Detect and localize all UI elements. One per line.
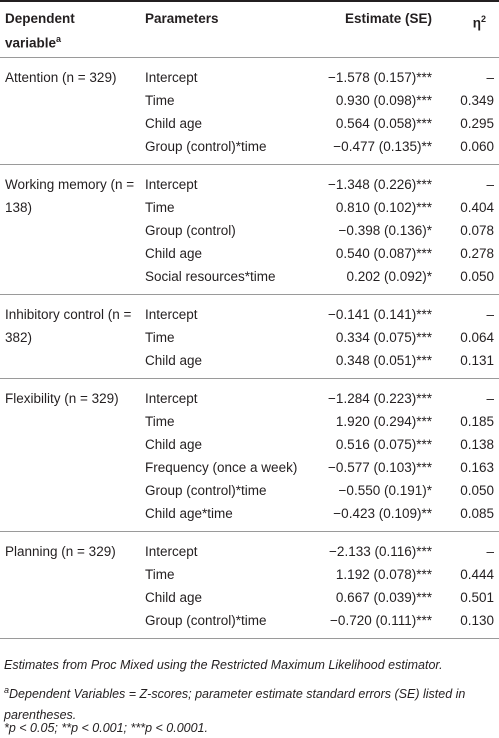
group-label: Flexibility (n = 329)	[5, 391, 119, 406]
parameter-cell: Group (control)	[145, 223, 236, 238]
parameter-cell: Time	[145, 200, 175, 215]
estimate-cell: 0.348 (0.051)***	[335, 353, 432, 368]
parameter-cell: Child age*time	[145, 506, 233, 521]
eta-cell: 0.349	[460, 93, 494, 108]
estimate-cell: −0.398 (0.136)*	[338, 223, 432, 238]
parameter-cell: Intercept	[145, 307, 198, 322]
eta-cell: 0.078	[460, 223, 494, 238]
eta-cell: 0.050	[460, 483, 494, 498]
estimate-cell: 0.334 (0.075)***	[335, 330, 432, 345]
note: Estimates from Proc Mixed using the Rest…	[4, 658, 443, 672]
estimate-cell: 0.202 (0.092)*	[346, 269, 432, 284]
estimate-cell: 0.516 (0.075)***	[335, 437, 432, 452]
eta-cell: 0.050	[460, 269, 494, 284]
parameter-cell: Frequency (once a week)	[145, 460, 298, 475]
eta-cell: 0.444	[460, 567, 494, 582]
header-text: Dependent variable	[5, 11, 75, 51]
eta-cell: 0.064	[460, 330, 494, 345]
note: aDependent Variables = Z-scores; paramet…	[4, 680, 494, 726]
group-rule	[0, 378, 499, 379]
estimate-cell: −0.477 (0.135)**	[333, 139, 432, 154]
estimate-cell: 0.667 (0.039)***	[335, 590, 432, 605]
eta-cell: 0.085	[460, 506, 494, 521]
group-label: Working memory (n = 138)	[5, 177, 135, 215]
group-label: Attention (n = 329)	[5, 70, 117, 85]
parameter-cell: Time	[145, 93, 175, 108]
header-text: η	[472, 15, 481, 31]
estimate-cell: −1.348 (0.226)***	[328, 177, 432, 192]
estimate-cell: 0.930 (0.098)***	[335, 93, 432, 108]
parameter-cell: Child age	[145, 353, 203, 368]
parameter-cell: Intercept	[145, 391, 198, 406]
estimate-cell: −0.141 (0.141)***	[328, 307, 432, 322]
parameter-cell: Child age	[145, 590, 203, 605]
header-sup: a	[56, 34, 62, 44]
parameter-cell: Child age	[145, 437, 203, 452]
header-estimate: Estimate (SE)	[344, 11, 432, 26]
note: *p < 0.05; **p < 0.001; ***p < 0.0001.	[4, 721, 208, 735]
note-marker: a	[4, 685, 10, 695]
eta-cell: 0.060	[460, 139, 494, 154]
eta-cell: –	[486, 544, 494, 559]
eta-cell: –	[486, 307, 494, 322]
eta-cell: –	[486, 177, 494, 192]
eta-cell: –	[486, 391, 494, 406]
eta-cell: 0.404	[460, 200, 494, 215]
parameter-cell: Time	[145, 330, 175, 345]
estimate-cell: −0.720 (0.111)***	[330, 613, 432, 628]
estimate-cell: 1.920 (0.294)***	[335, 414, 432, 429]
eta-cell: 0.138	[460, 437, 494, 452]
group-rule	[0, 638, 499, 639]
estimate-cell: −0.550 (0.191)*	[338, 483, 432, 498]
estimate-cell: 1.192 (0.078)***	[335, 567, 432, 582]
estimate-cell: 0.810 (0.102)***	[335, 200, 432, 215]
parameter-cell: Group (control)*time	[145, 613, 267, 628]
group-rule	[0, 164, 499, 165]
header-rule	[0, 57, 499, 58]
estimate-cell: 0.564 (0.058)***	[335, 116, 432, 131]
eta-cell: 0.295	[460, 116, 494, 131]
eta-cell: 0.278	[460, 246, 494, 261]
group-label: Planning (n = 329)	[5, 544, 116, 559]
header-eta: η2	[450, 9, 486, 34]
parameter-cell: Intercept	[145, 70, 198, 85]
eta-cell: 0.163	[460, 460, 494, 475]
estimate-cell: −1.578 (0.157)***	[328, 70, 432, 85]
estimate-cell: −2.133 (0.116)***	[329, 544, 432, 559]
note-text: Dependent Variables = Z-scores; paramete…	[4, 687, 466, 723]
group-label: Inhibitory control (n = 382)	[5, 307, 132, 345]
group-rule	[0, 531, 499, 532]
parameter-cell: Group (control)*time	[145, 483, 267, 498]
estimate-cell: −0.423 (0.109)**	[333, 506, 432, 521]
parameter-cell: Intercept	[145, 544, 198, 559]
eta-cell: 0.185	[460, 414, 494, 429]
parameter-cell: Time	[145, 567, 175, 582]
header-parameters: Parameters	[145, 11, 219, 26]
parameter-cell: Social resources*time	[145, 269, 276, 284]
parameter-cell: Child age	[145, 246, 203, 261]
parameter-cell: Intercept	[145, 177, 198, 192]
estimate-cell: −0.577 (0.103)***	[328, 460, 432, 475]
eta-cell: 0.501	[460, 590, 494, 605]
top-rule	[0, 0, 499, 2]
estimate-cell: 0.540 (0.087)***	[335, 246, 432, 261]
header-sup: 2	[480, 14, 486, 24]
parameter-cell: Child age	[145, 116, 203, 131]
eta-cell: 0.130	[460, 613, 494, 628]
estimate-cell: −1.284 (0.223)***	[328, 391, 432, 406]
parameter-cell: Time	[145, 414, 175, 429]
group-rule	[0, 294, 499, 295]
parameter-cell: Group (control)*time	[145, 139, 267, 154]
header-dependent: Dependent variablea	[5, 9, 125, 54]
eta-cell: –	[486, 70, 494, 85]
eta-cell: 0.131	[460, 353, 494, 368]
